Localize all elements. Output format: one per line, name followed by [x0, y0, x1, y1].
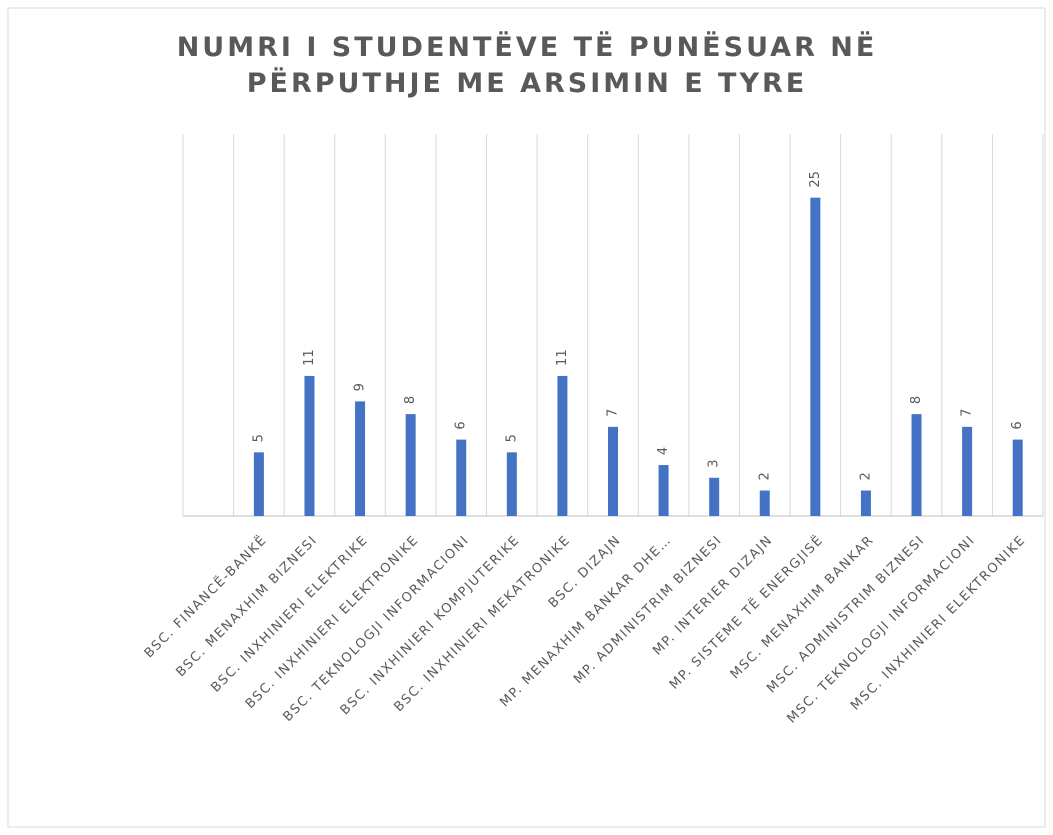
data-label: 3 — [707, 460, 722, 468]
bar — [658, 465, 669, 516]
bar — [557, 375, 568, 516]
data-label: 5 — [504, 434, 519, 442]
data-label: 25 — [808, 171, 823, 188]
data-label: 6 — [1010, 421, 1025, 429]
data-label: 9 — [353, 383, 368, 391]
bar — [608, 426, 618, 516]
bar — [304, 375, 315, 516]
data-label: 11 — [555, 349, 570, 366]
bar — [911, 414, 922, 516]
bar — [355, 401, 366, 516]
data-label: 7 — [960, 409, 975, 417]
data-label: 2 — [757, 472, 772, 480]
data-label: 6 — [454, 421, 469, 429]
bar — [253, 452, 264, 516]
bar — [405, 414, 416, 516]
bar — [759, 490, 770, 516]
chart-title: NUMRI I STUDENTËVE TË PUNËSUAR NË PËRPUT… — [176, 32, 878, 99]
bar — [506, 452, 517, 516]
data-label: 8 — [403, 396, 418, 404]
data-label: 4 — [656, 447, 671, 455]
data-label: 11 — [302, 349, 317, 366]
data-label: 8 — [909, 396, 924, 404]
bar — [456, 439, 467, 516]
data-label: 5 — [251, 434, 266, 442]
chart-frame — [7, 7, 1046, 828]
bar — [860, 490, 871, 516]
bar — [709, 477, 720, 516]
bar — [810, 197, 821, 516]
bar — [1012, 439, 1023, 516]
bar — [962, 426, 973, 516]
data-label: 2 — [858, 472, 873, 480]
data-label: 7 — [606, 409, 621, 417]
